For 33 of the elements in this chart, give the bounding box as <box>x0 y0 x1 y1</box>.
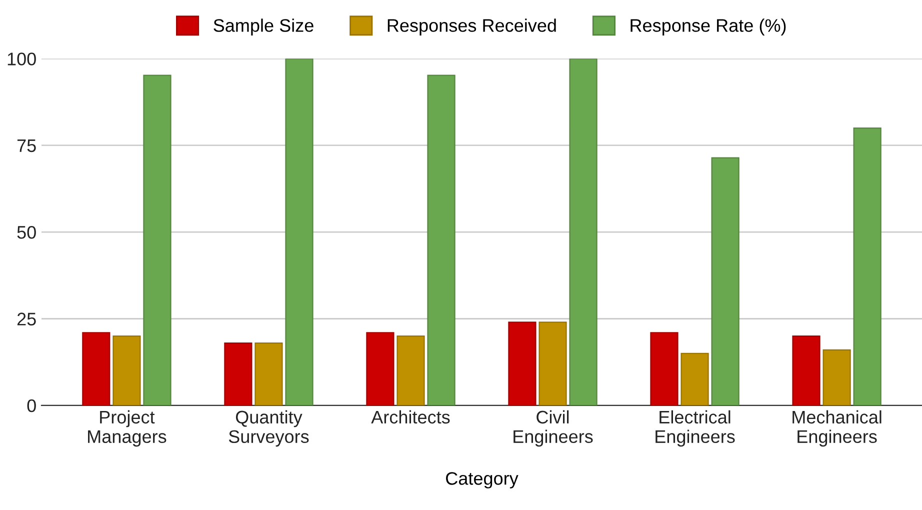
bar <box>508 322 536 406</box>
x-axis-title: Category <box>446 472 518 488</box>
bar <box>396 336 425 406</box>
bar <box>711 157 740 406</box>
y-tick-label: 75 <box>17 139 36 152</box>
bar <box>792 336 820 406</box>
x-tick-label: Project Managers <box>88 410 166 447</box>
bar <box>143 74 172 406</box>
bar <box>853 127 882 406</box>
y-tick-label: 50 <box>17 226 36 239</box>
bar <box>538 322 567 406</box>
bar <box>285 58 314 406</box>
x-tick-label: Quantity Surveyors <box>228 410 309 447</box>
bar <box>822 349 851 406</box>
legend-label: Response Rate (%) <box>630 18 786 36</box>
bar <box>427 74 456 406</box>
x-tick-label: Mechanical Engineers <box>792 410 882 447</box>
bar <box>224 342 252 406</box>
legend-label: Responses Received <box>388 18 556 36</box>
bar <box>569 58 598 406</box>
bar <box>254 342 283 406</box>
bar <box>82 332 110 406</box>
y-tick-label: 0 <box>27 399 36 412</box>
bar <box>112 336 141 406</box>
bar <box>680 352 709 406</box>
x-tick-label: Architects <box>371 410 450 424</box>
x-tick-label: Electrical Engineers <box>656 410 735 447</box>
bar <box>650 332 678 406</box>
x-tick-label: Civil Engineers <box>514 410 593 447</box>
bar <box>366 332 394 406</box>
y-tick-label: 25 <box>17 312 36 326</box>
legend-label: Sample Size <box>214 18 314 36</box>
y-tick-label: 100 <box>8 52 36 66</box>
